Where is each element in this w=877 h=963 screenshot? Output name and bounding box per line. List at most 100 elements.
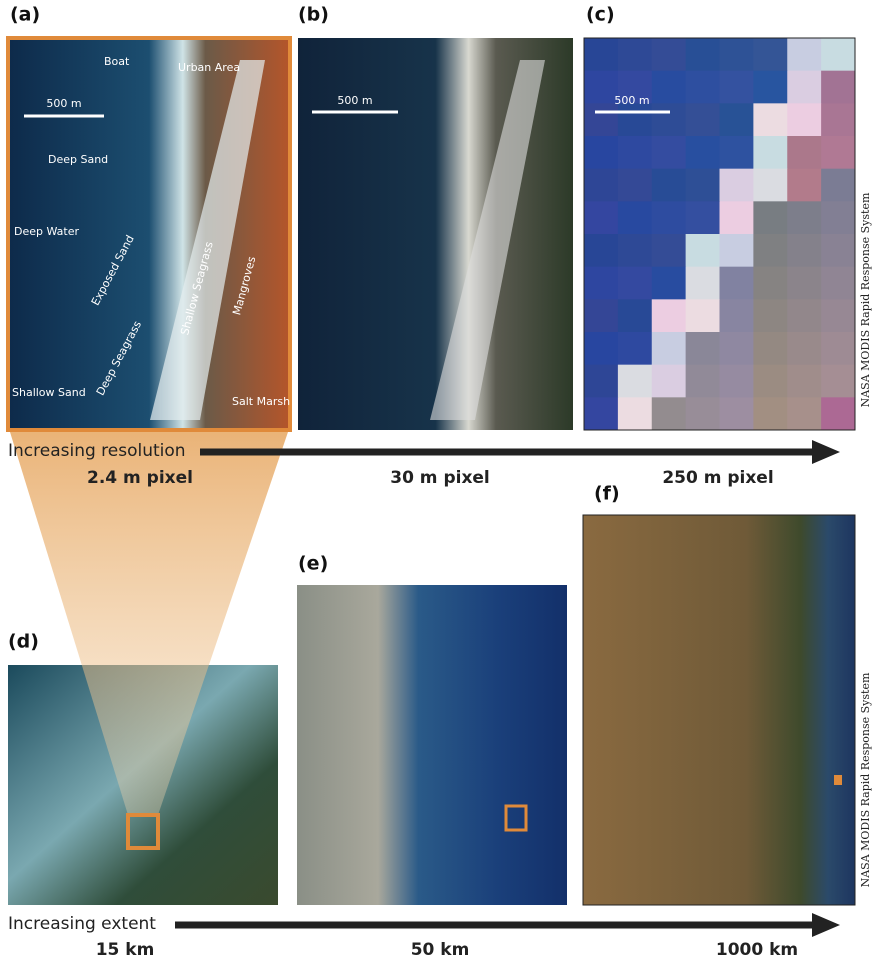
pixel xyxy=(720,103,754,136)
pixel xyxy=(652,103,686,136)
pixel xyxy=(686,332,720,365)
annotation: Deep Water xyxy=(14,225,79,238)
pixel xyxy=(652,234,686,267)
pixel xyxy=(720,267,754,300)
pixel xyxy=(720,136,754,169)
pixel xyxy=(787,267,821,300)
pixel xyxy=(753,234,787,267)
panel-label: (f) xyxy=(594,483,620,505)
pixel xyxy=(787,332,821,365)
pixel xyxy=(652,397,686,430)
pixel xyxy=(753,103,787,136)
pixel xyxy=(787,169,821,202)
pixel xyxy=(787,397,821,430)
pixel xyxy=(821,234,855,267)
pixel xyxy=(821,38,855,71)
pixel xyxy=(821,267,855,300)
annotation: Salt Marsh xyxy=(232,395,290,408)
pixel xyxy=(652,332,686,365)
pixel xyxy=(720,332,754,365)
axis-label: Increasing extent xyxy=(8,914,156,934)
annotation: Deep Sand xyxy=(48,153,108,166)
pixel xyxy=(787,234,821,267)
pixel xyxy=(686,365,720,398)
pixel xyxy=(584,234,618,267)
pixel xyxy=(753,201,787,234)
pixel xyxy=(652,169,686,202)
pixel xyxy=(686,201,720,234)
step-label: 30 m pixel xyxy=(390,468,490,488)
pixel xyxy=(753,299,787,332)
pixel xyxy=(584,103,618,136)
pixel xyxy=(652,136,686,169)
pixel xyxy=(821,169,855,202)
pixel xyxy=(787,71,821,104)
pixel xyxy=(618,365,652,398)
pixel xyxy=(753,38,787,71)
pixel xyxy=(821,201,855,234)
pixel xyxy=(618,397,652,430)
pixel xyxy=(686,169,720,202)
image-e xyxy=(297,585,567,905)
pixel xyxy=(720,38,754,71)
pixel xyxy=(753,267,787,300)
arrow-head xyxy=(812,913,840,937)
panel-label: (e) xyxy=(298,553,328,575)
pixel xyxy=(753,365,787,398)
pixel xyxy=(720,234,754,267)
pixel xyxy=(787,103,821,136)
pixel xyxy=(821,365,855,398)
pixel xyxy=(686,397,720,430)
image-f xyxy=(583,515,855,905)
pixel xyxy=(618,103,652,136)
pixel xyxy=(753,71,787,104)
step-label: 15 km xyxy=(96,940,155,960)
pixel xyxy=(584,169,618,202)
annotation: Urban Area xyxy=(178,61,240,74)
axis-label: Increasing resolution xyxy=(8,441,186,461)
pixel xyxy=(821,299,855,332)
panel-label: (b) xyxy=(298,4,329,26)
step-label: 50 km xyxy=(411,940,470,960)
credit: NASA MODIS Rapid Response System xyxy=(859,672,872,887)
pixel xyxy=(787,365,821,398)
pixel xyxy=(720,201,754,234)
panel-label: (a) xyxy=(10,4,40,26)
pixel xyxy=(584,71,618,104)
step-label: 250 m pixel xyxy=(662,468,773,488)
pixel xyxy=(720,71,754,104)
pixel xyxy=(753,136,787,169)
pixel xyxy=(618,332,652,365)
pixel xyxy=(618,201,652,234)
panel-label: (d) xyxy=(8,631,39,653)
pixel xyxy=(753,169,787,202)
pixel xyxy=(618,234,652,267)
pixel xyxy=(787,299,821,332)
annotation: 500 m xyxy=(614,94,649,107)
pixel xyxy=(584,397,618,430)
pixel xyxy=(652,267,686,300)
pixel xyxy=(787,136,821,169)
pixel xyxy=(584,38,618,71)
pixel xyxy=(584,267,618,300)
pixel xyxy=(821,103,855,136)
pixel xyxy=(821,397,855,430)
pixel xyxy=(618,169,652,202)
credit: NASA MODIS Rapid Response System xyxy=(859,192,872,407)
pixel xyxy=(720,169,754,202)
pixel xyxy=(584,201,618,234)
pixel xyxy=(821,136,855,169)
annotation: 500 m xyxy=(46,97,81,110)
pixel xyxy=(618,299,652,332)
pixel xyxy=(686,71,720,104)
pixel xyxy=(618,136,652,169)
annotation: Boat xyxy=(104,55,130,68)
pixel xyxy=(618,267,652,300)
panel-label: (c) xyxy=(586,4,615,26)
pixel xyxy=(652,299,686,332)
annotation: Shallow Sand xyxy=(12,386,86,399)
pixel xyxy=(584,365,618,398)
step-label: 1000 km xyxy=(716,940,798,960)
pixel xyxy=(686,267,720,300)
figure: (a) (b) (c) (d) (e) (f) Boat Urban Area … xyxy=(0,0,877,963)
